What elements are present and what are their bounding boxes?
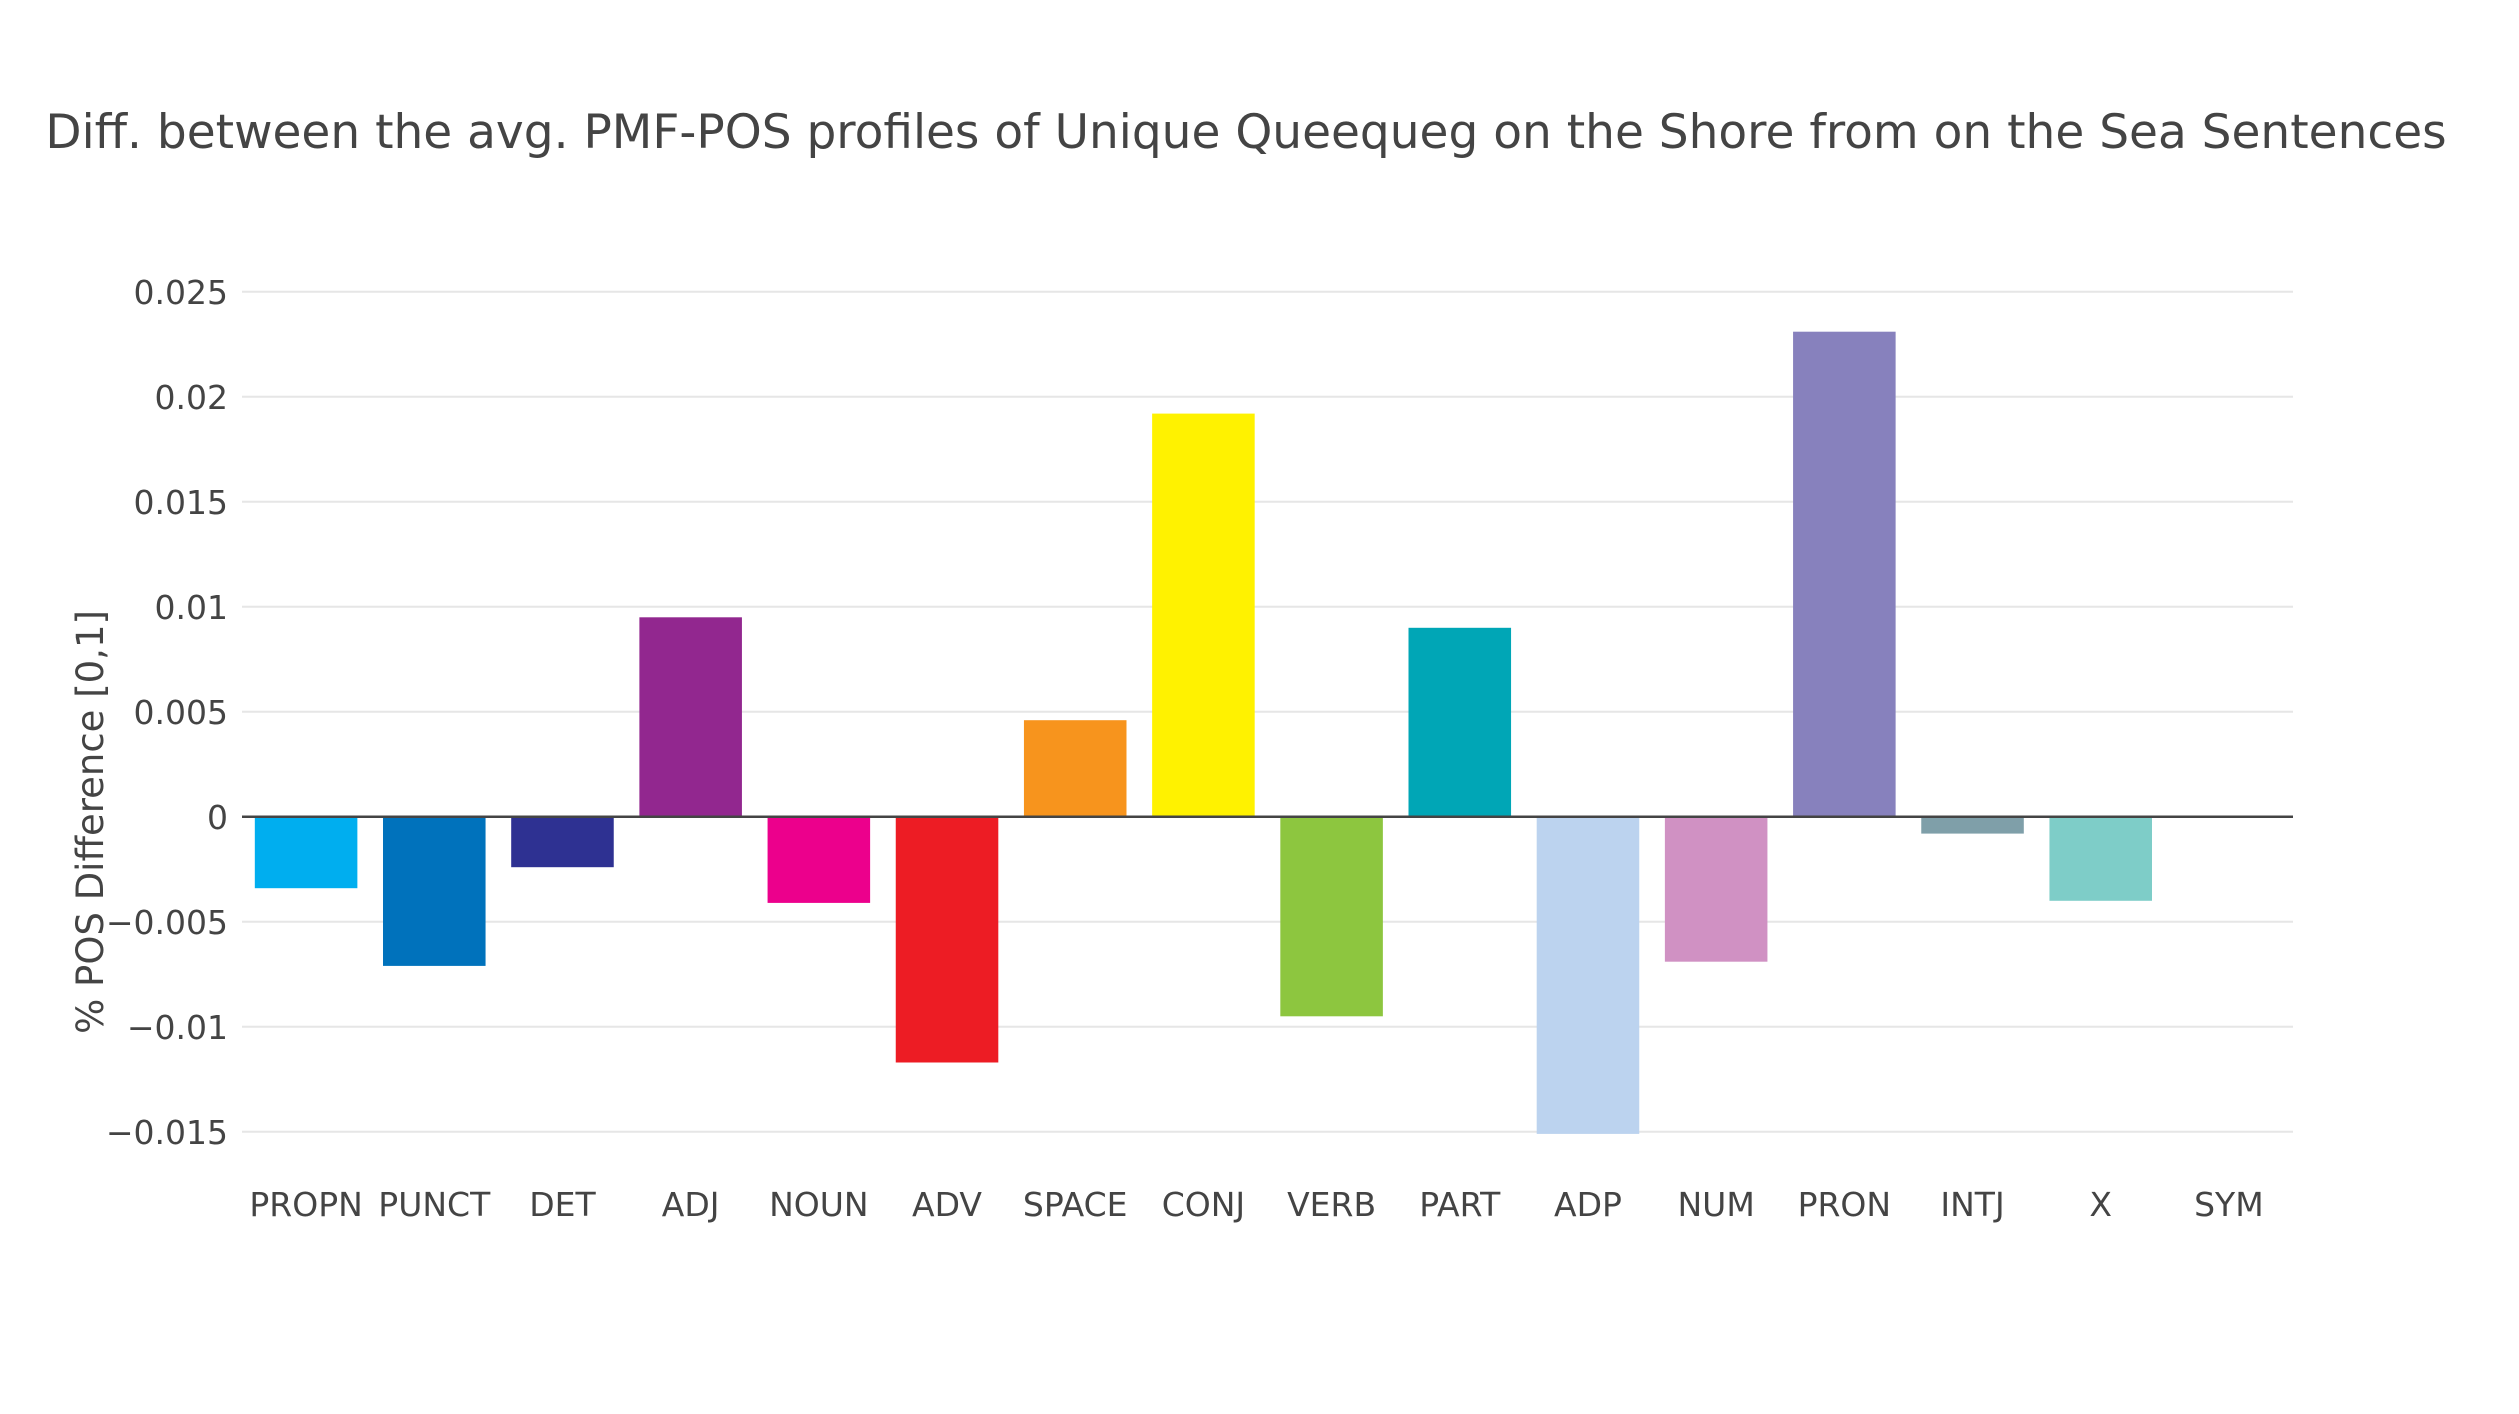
x-tick-label: NUM — [1678, 1185, 1755, 1224]
bar-punct — [383, 816, 486, 966]
bar-adv — [895, 816, 999, 1063]
y-tick-label: 0.02 — [155, 378, 228, 417]
y-tick-label: −0.015 — [106, 1113, 228, 1152]
x-tick-label: SPACE — [1023, 1185, 1128, 1224]
x-tick-label: SYM — [2194, 1185, 2264, 1224]
bar-x — [2049, 816, 2152, 901]
x-tick-label: PUNCT — [378, 1185, 491, 1224]
bar-intj — [1921, 816, 2024, 834]
x-tick-label: PROPN — [249, 1185, 362, 1224]
bar-part — [1408, 627, 1512, 817]
y-axis-label: % POS Difference [0,1] — [69, 610, 112, 1034]
bar-propn — [254, 816, 358, 889]
y-tick-label: 0.025 — [134, 273, 228, 312]
x-tick-label: CONJ — [1162, 1185, 1245, 1224]
bar-verb — [1280, 816, 1383, 1017]
chart-title: Diff. between the avg. PMF-POS profiles … — [45, 105, 2446, 160]
y-tick-label: 0.015 — [134, 483, 228, 522]
x-tick-label: X — [2089, 1185, 2112, 1224]
x-tick-label: ADP — [1554, 1185, 1622, 1224]
y-tick-label: 0.01 — [155, 588, 228, 627]
x-tick-label: DET — [529, 1185, 596, 1224]
y-tick-labels: −0.015 −0.01 −0.005 0 0.005 0.01 0.015 0.02 0.02… — [106, 273, 228, 1152]
x-tick-label: ADJ — [662, 1185, 720, 1224]
x-tick-labels: PROPN PUNCT DET ADJ NOUN ADV SPACE CONJ VERB PART… — [249, 1185, 2263, 1224]
x-tick-label: VERB — [1287, 1185, 1376, 1224]
y-tick-label: 0.005 — [134, 693, 228, 732]
bars — [254, 331, 2281, 1134]
bar-pron — [1793, 331, 1896, 817]
bar-space — [1023, 720, 1127, 817]
y-tick-label: −0.01 — [127, 1008, 228, 1047]
x-tick-label: INTJ — [1940, 1185, 2004, 1224]
bar-noun — [767, 816, 871, 903]
gridlines — [242, 290, 2293, 1133]
bar-det — [511, 816, 614, 868]
bar-num — [1664, 816, 1768, 962]
x-tick-label: PART — [1419, 1185, 1501, 1224]
x-tick-label: ADV — [912, 1185, 982, 1224]
y-tick-label: −0.005 — [106, 903, 228, 942]
y-tick-label: 0 — [207, 798, 228, 837]
bar-conj — [1152, 413, 1255, 817]
bar-adp — [1536, 816, 1640, 1134]
x-tick-label: PRON — [1798, 1185, 1892, 1224]
x-tick-label: NOUN — [769, 1185, 869, 1224]
bar-adj — [639, 617, 742, 817]
